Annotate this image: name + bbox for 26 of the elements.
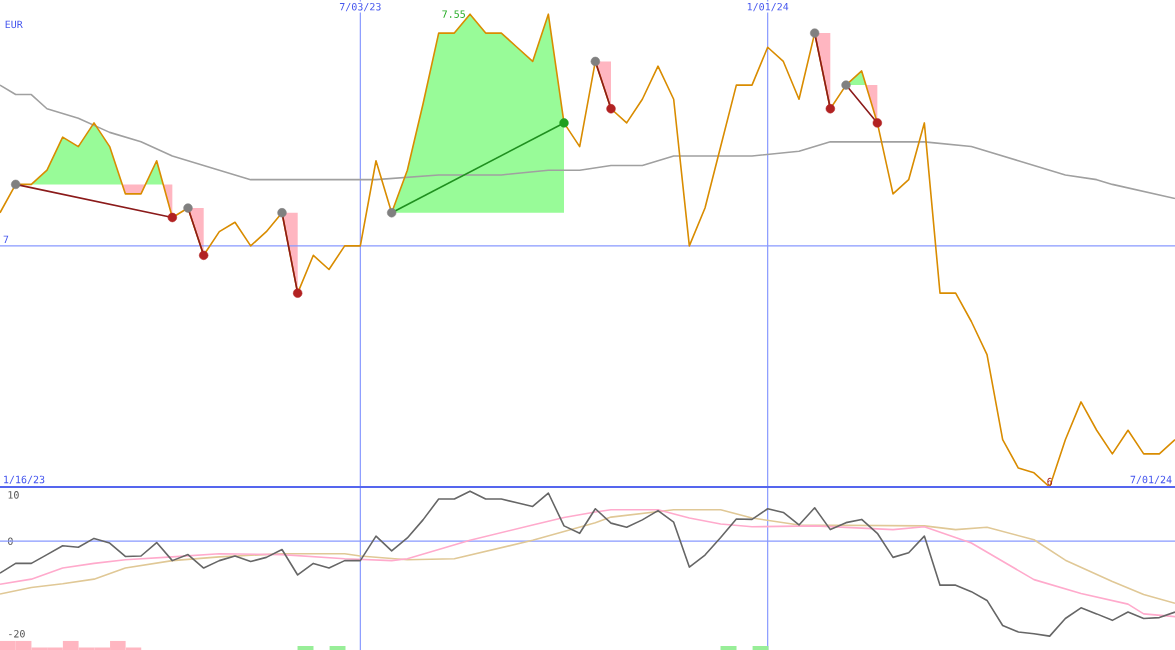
- annotation: 7: [3, 235, 9, 243]
- point: [810, 28, 820, 38]
- point: [841, 80, 851, 90]
- point: [825, 104, 836, 114]
- line-series: [0, 490, 1175, 637]
- x-tick-label: 1/01/24: [747, 2, 789, 12]
- point: [183, 203, 193, 213]
- point: [199, 250, 209, 260]
- point: [11, 179, 21, 190]
- annotation: 7/01/24: [1130, 475, 1172, 485]
- y-tick-label: 10: [8, 491, 19, 499]
- point: [293, 288, 303, 298]
- point: [167, 212, 178, 223]
- y-tick-label: 0: [8, 537, 13, 545]
- point: [590, 56, 601, 67]
- point: [872, 118, 883, 128]
- annotation: 7.55: [442, 10, 465, 18]
- point: [277, 208, 287, 218]
- y-tick-label: -20: [9, 630, 25, 638]
- point: [387, 208, 397, 218]
- point: [606, 104, 616, 114]
- annotation: 6: [1047, 477, 1053, 486]
- y-axis-title: EUR: [5, 20, 23, 29]
- x-tick-label: 7/03/23: [339, 2, 381, 12]
- point: [559, 118, 569, 128]
- annotation: 1/16/23: [4, 475, 45, 485]
